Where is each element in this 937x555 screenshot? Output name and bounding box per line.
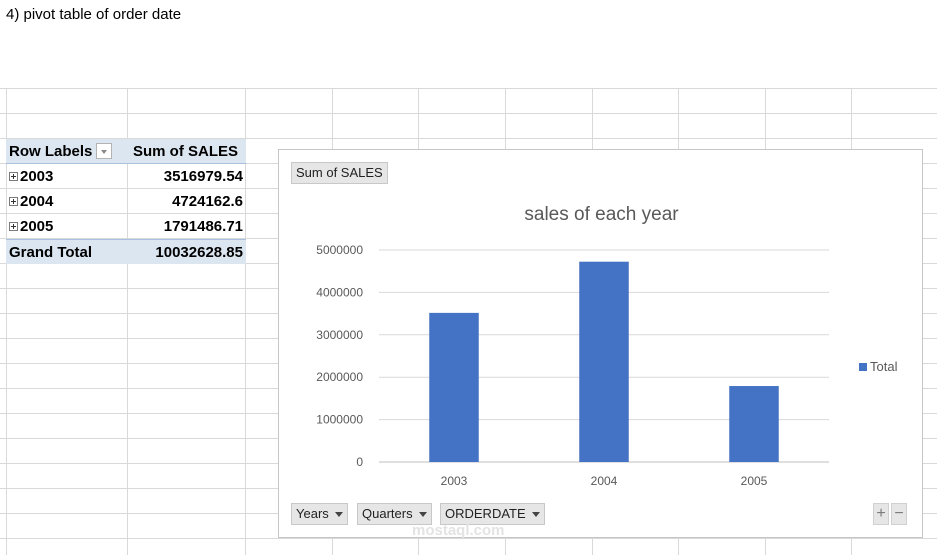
pivot-row-2005[interactable]: 2005 1791486.71	[6, 214, 246, 239]
sum-of-sales-header: Sum of SALES	[133, 142, 239, 160]
expand-plus-icon[interactable]	[9, 222, 18, 231]
x-tick-label: 2005	[741, 474, 768, 488]
y-tick-label: 0	[356, 455, 363, 469]
y-tick-label: 4000000	[316, 285, 363, 299]
pivot-row-2004[interactable]: 2004 4724162.6	[6, 189, 246, 214]
caption: 4) pivot table of order date	[6, 6, 182, 23]
quarters-field-label: Quarters	[362, 506, 413, 521]
orderdate-field-button[interactable]: ORDERDATE	[440, 503, 545, 525]
chart-legend: Total	[859, 359, 897, 374]
y-tick-label: 2000000	[316, 370, 363, 384]
bar-2003[interactable]	[429, 312, 479, 462]
expand-plus-icon[interactable]	[9, 172, 18, 181]
chevron-down-icon	[418, 512, 427, 518]
expand-plus-icon[interactable]	[9, 197, 18, 206]
chart-title: sales of each year	[524, 204, 679, 225]
pivot-row-label: 2003	[20, 168, 54, 185]
years-field-label: Years	[296, 506, 329, 521]
bar-2004[interactable]	[579, 261, 629, 462]
pivot-row-label: 2004	[20, 193, 54, 210]
row-labels-filter-dropdown-icon[interactable]	[96, 143, 113, 159]
pivot-row-value: 3516979.54	[163, 168, 243, 185]
legend-swatch	[859, 362, 867, 371]
pivot-row-value: 4724162.6	[172, 193, 243, 210]
x-tick-label: 2004	[591, 474, 618, 488]
x-tick-label: 2003	[441, 474, 468, 488]
grand-total-label: Grand Total	[9, 243, 93, 261]
y-tick-label: 5000000	[316, 243, 363, 257]
zoom-out-button[interactable]: −	[891, 503, 907, 525]
watermark-text: mostaql.com	[412, 522, 505, 539]
y-tick-label: 1000000	[316, 413, 363, 427]
orderdate-field-label: ORDERDATE	[445, 506, 526, 521]
bar-2005[interactable]	[729, 386, 779, 462]
quarters-field-button[interactable]: Quarters	[357, 503, 432, 525]
sum-of-sales-field-button[interactable]: Sum of SALES	[291, 162, 388, 184]
pivot-row-2003[interactable]: 2003 3516979.54	[6, 164, 246, 189]
chevron-down-icon	[531, 512, 540, 518]
pivot-header-row: Row Labels Sum of SALES	[6, 139, 246, 164]
years-field-button[interactable]: Years	[291, 503, 348, 525]
pivot-row-label: 2005	[20, 218, 54, 235]
pivot-chart[interactable]: Sum of SALES sales of each year 0 1000000…	[278, 149, 923, 538]
chevron-down-icon	[334, 512, 343, 518]
grand-total-value: 10032628.85	[155, 243, 243, 261]
y-tick-label: 3000000	[316, 328, 363, 342]
zoom-in-button[interactable]: +	[873, 503, 889, 525]
pivot-row-value: 1791486.71	[163, 218, 243, 235]
pivot-grand-total-row: Grand Total 10032628.85	[6, 239, 246, 264]
row-labels-header: Row Labels	[9, 142, 93, 160]
legend-label: Total	[870, 359, 898, 374]
chart-plot-area: 0 1000000 2000000 3000000 4000000 5000000 2003…	[316, 243, 829, 488]
